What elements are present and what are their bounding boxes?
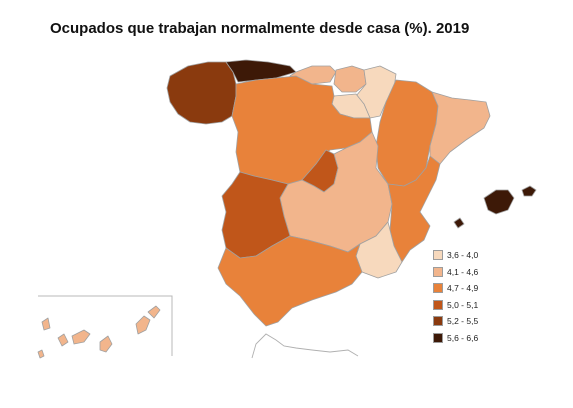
region-baleares-menorca: [521, 185, 537, 197]
legend-item: 5,6 - 6,6: [433, 332, 478, 344]
region-canarias-6: [147, 305, 161, 319]
legend-swatch: [433, 283, 443, 294]
region-cataluna: [429, 91, 491, 165]
legend: 3,6 - 4,0 4,1 - 4,6 4,7 - 4,9 5,0 - 5,1 …: [433, 249, 478, 349]
region-canarias-7: [37, 349, 45, 359]
canarias-inset-frame: [38, 295, 173, 356]
legend-label: 3,6 - 4,0: [447, 250, 479, 260]
region-navarra: [355, 65, 397, 119]
legend-label: 5,2 - 5,5: [447, 316, 479, 327]
africa-coast: [251, 333, 359, 359]
legend-item: 5,2 - 5,5: [433, 315, 478, 327]
region-andalucia: [217, 235, 363, 327]
region-canarias-3: [71, 329, 91, 345]
legend-label: 4,7 - 4,9: [447, 283, 479, 294]
legend-swatch: [433, 299, 443, 310]
region-canarias-4: [99, 335, 113, 353]
legend-item: 4,7 - 4,9: [433, 282, 478, 294]
region-baleares-ibiza: [453, 217, 465, 229]
region-baleares-mallorca: [483, 189, 515, 215]
legend-swatch: [433, 266, 443, 277]
region-canarias-5: [135, 315, 151, 335]
legend-item: 3,6 - 4,0: [433, 249, 478, 261]
legend-label: 5,6 - 6,6: [447, 332, 479, 343]
region-valenciana: [387, 155, 441, 263]
legend-swatch: [433, 250, 443, 260]
map-title: Ocupados que trabajan normalmente desde …: [50, 20, 470, 37]
legend-item: 5,0 - 5,1: [433, 299, 478, 311]
region-canarias-2: [57, 333, 69, 347]
legend-label: 5,0 - 5,1: [447, 299, 479, 310]
legend-swatch: [433, 316, 443, 327]
region-canarias-1: [41, 317, 51, 331]
region-pais-vasco: [333, 65, 367, 93]
region-asturias: [225, 59, 297, 83]
legend-item: 4,1 - 4,6: [433, 266, 478, 278]
legend-swatch: [433, 332, 443, 343]
region-galicia: [166, 61, 237, 125]
legend-label: 4,1 - 4,6: [447, 266, 479, 277]
